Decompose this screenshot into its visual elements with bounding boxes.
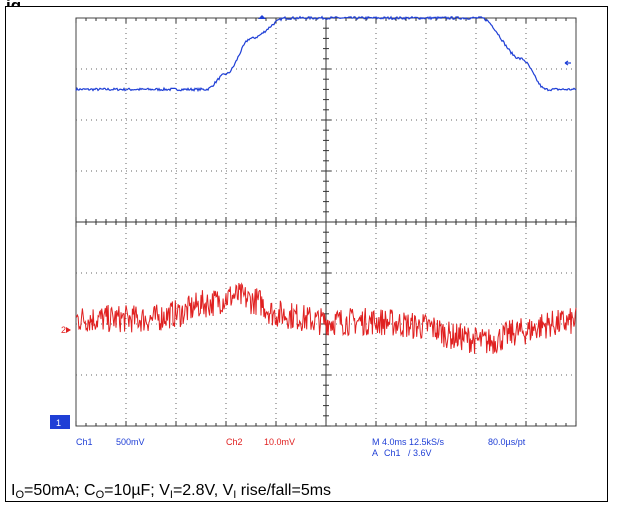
caption-io-sub: O xyxy=(15,489,25,501)
caption-io-value: =50mA; xyxy=(24,482,85,499)
caption-co-sub: O xyxy=(95,489,105,501)
caption-vir-sub: I xyxy=(233,489,237,501)
ch2-name: Ch2 xyxy=(226,437,243,447)
trigger-level: / 3.6V xyxy=(408,448,432,458)
trigger-channel: Ch1 xyxy=(384,448,401,458)
timebase-readout: M 4.0ms 12.5kS/s xyxy=(372,437,445,447)
ch1-scale: 500mV xyxy=(116,437,145,447)
caption-co-value: =10µF; xyxy=(104,482,160,499)
figure-frame xyxy=(5,6,608,502)
caption-vir-label: V xyxy=(222,482,234,499)
caption-vir-value: rise/fall=5ms xyxy=(236,482,332,499)
ch1-trace xyxy=(75,15,577,93)
ch2-marker-label: 2 xyxy=(61,325,66,335)
oscilloscope-screen: 1 2 Ch1 500mV Ch2 10.0mV M 4.0ms 12.5kS/… xyxy=(6,7,607,477)
trigger-prefix: A xyxy=(372,448,378,458)
ch1-ground-marker xyxy=(50,415,70,429)
caption-io-label: I xyxy=(11,482,16,499)
caption-vi-value: =2.8V, xyxy=(172,482,223,499)
figure-caption: IO=50mA; CO=10µF; VI=2.8V, VI rise/fall=… xyxy=(11,482,331,501)
scope-background xyxy=(6,7,607,477)
ch1-marker-label: 1 xyxy=(56,418,61,428)
trigger-position-marker xyxy=(258,15,266,19)
ch2-ground-arrow xyxy=(66,327,71,333)
ch1-name: Ch1 xyxy=(76,437,93,447)
ch2-trace xyxy=(75,282,577,354)
caption-co-label: C xyxy=(84,482,96,499)
caption-vi-sub: I xyxy=(169,489,173,501)
resolution-readout: 80.0µs/pt xyxy=(488,437,526,447)
trigger-level-arrow xyxy=(564,60,571,66)
caption-vi-label: V xyxy=(159,482,170,499)
ch2-scale: 10.0mV xyxy=(264,437,295,447)
